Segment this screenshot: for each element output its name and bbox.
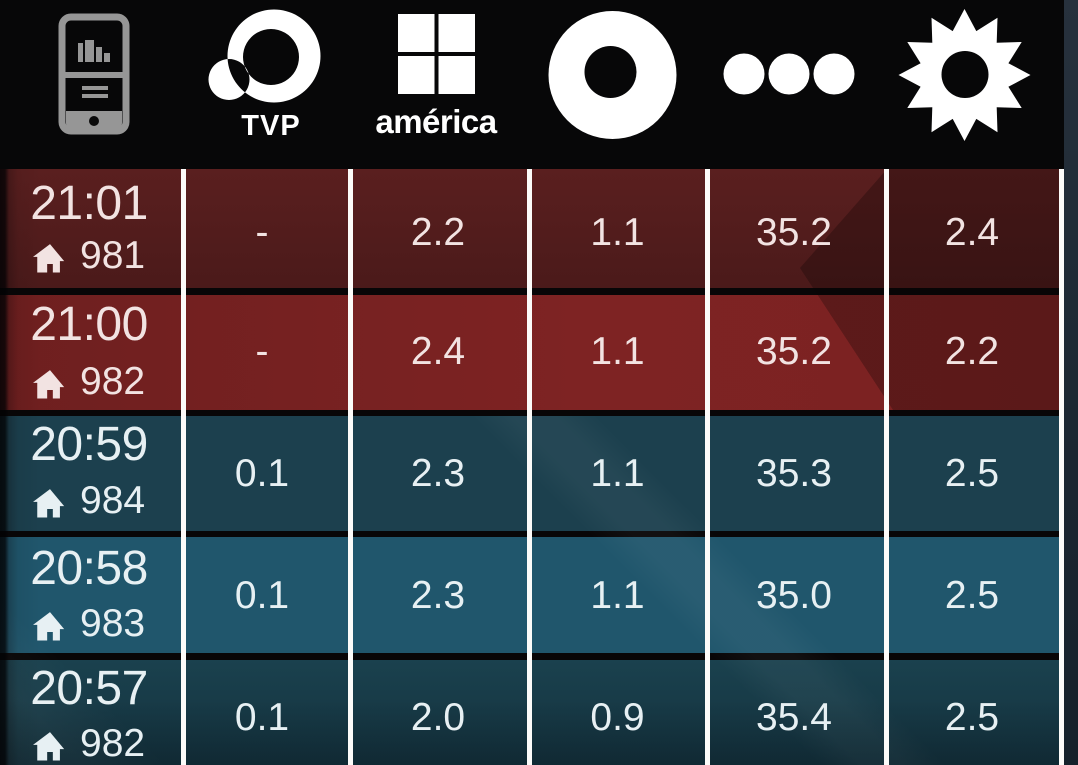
svg-text:TVP: TVP [241, 110, 300, 142]
svg-text:américa: américa [375, 103, 497, 140]
